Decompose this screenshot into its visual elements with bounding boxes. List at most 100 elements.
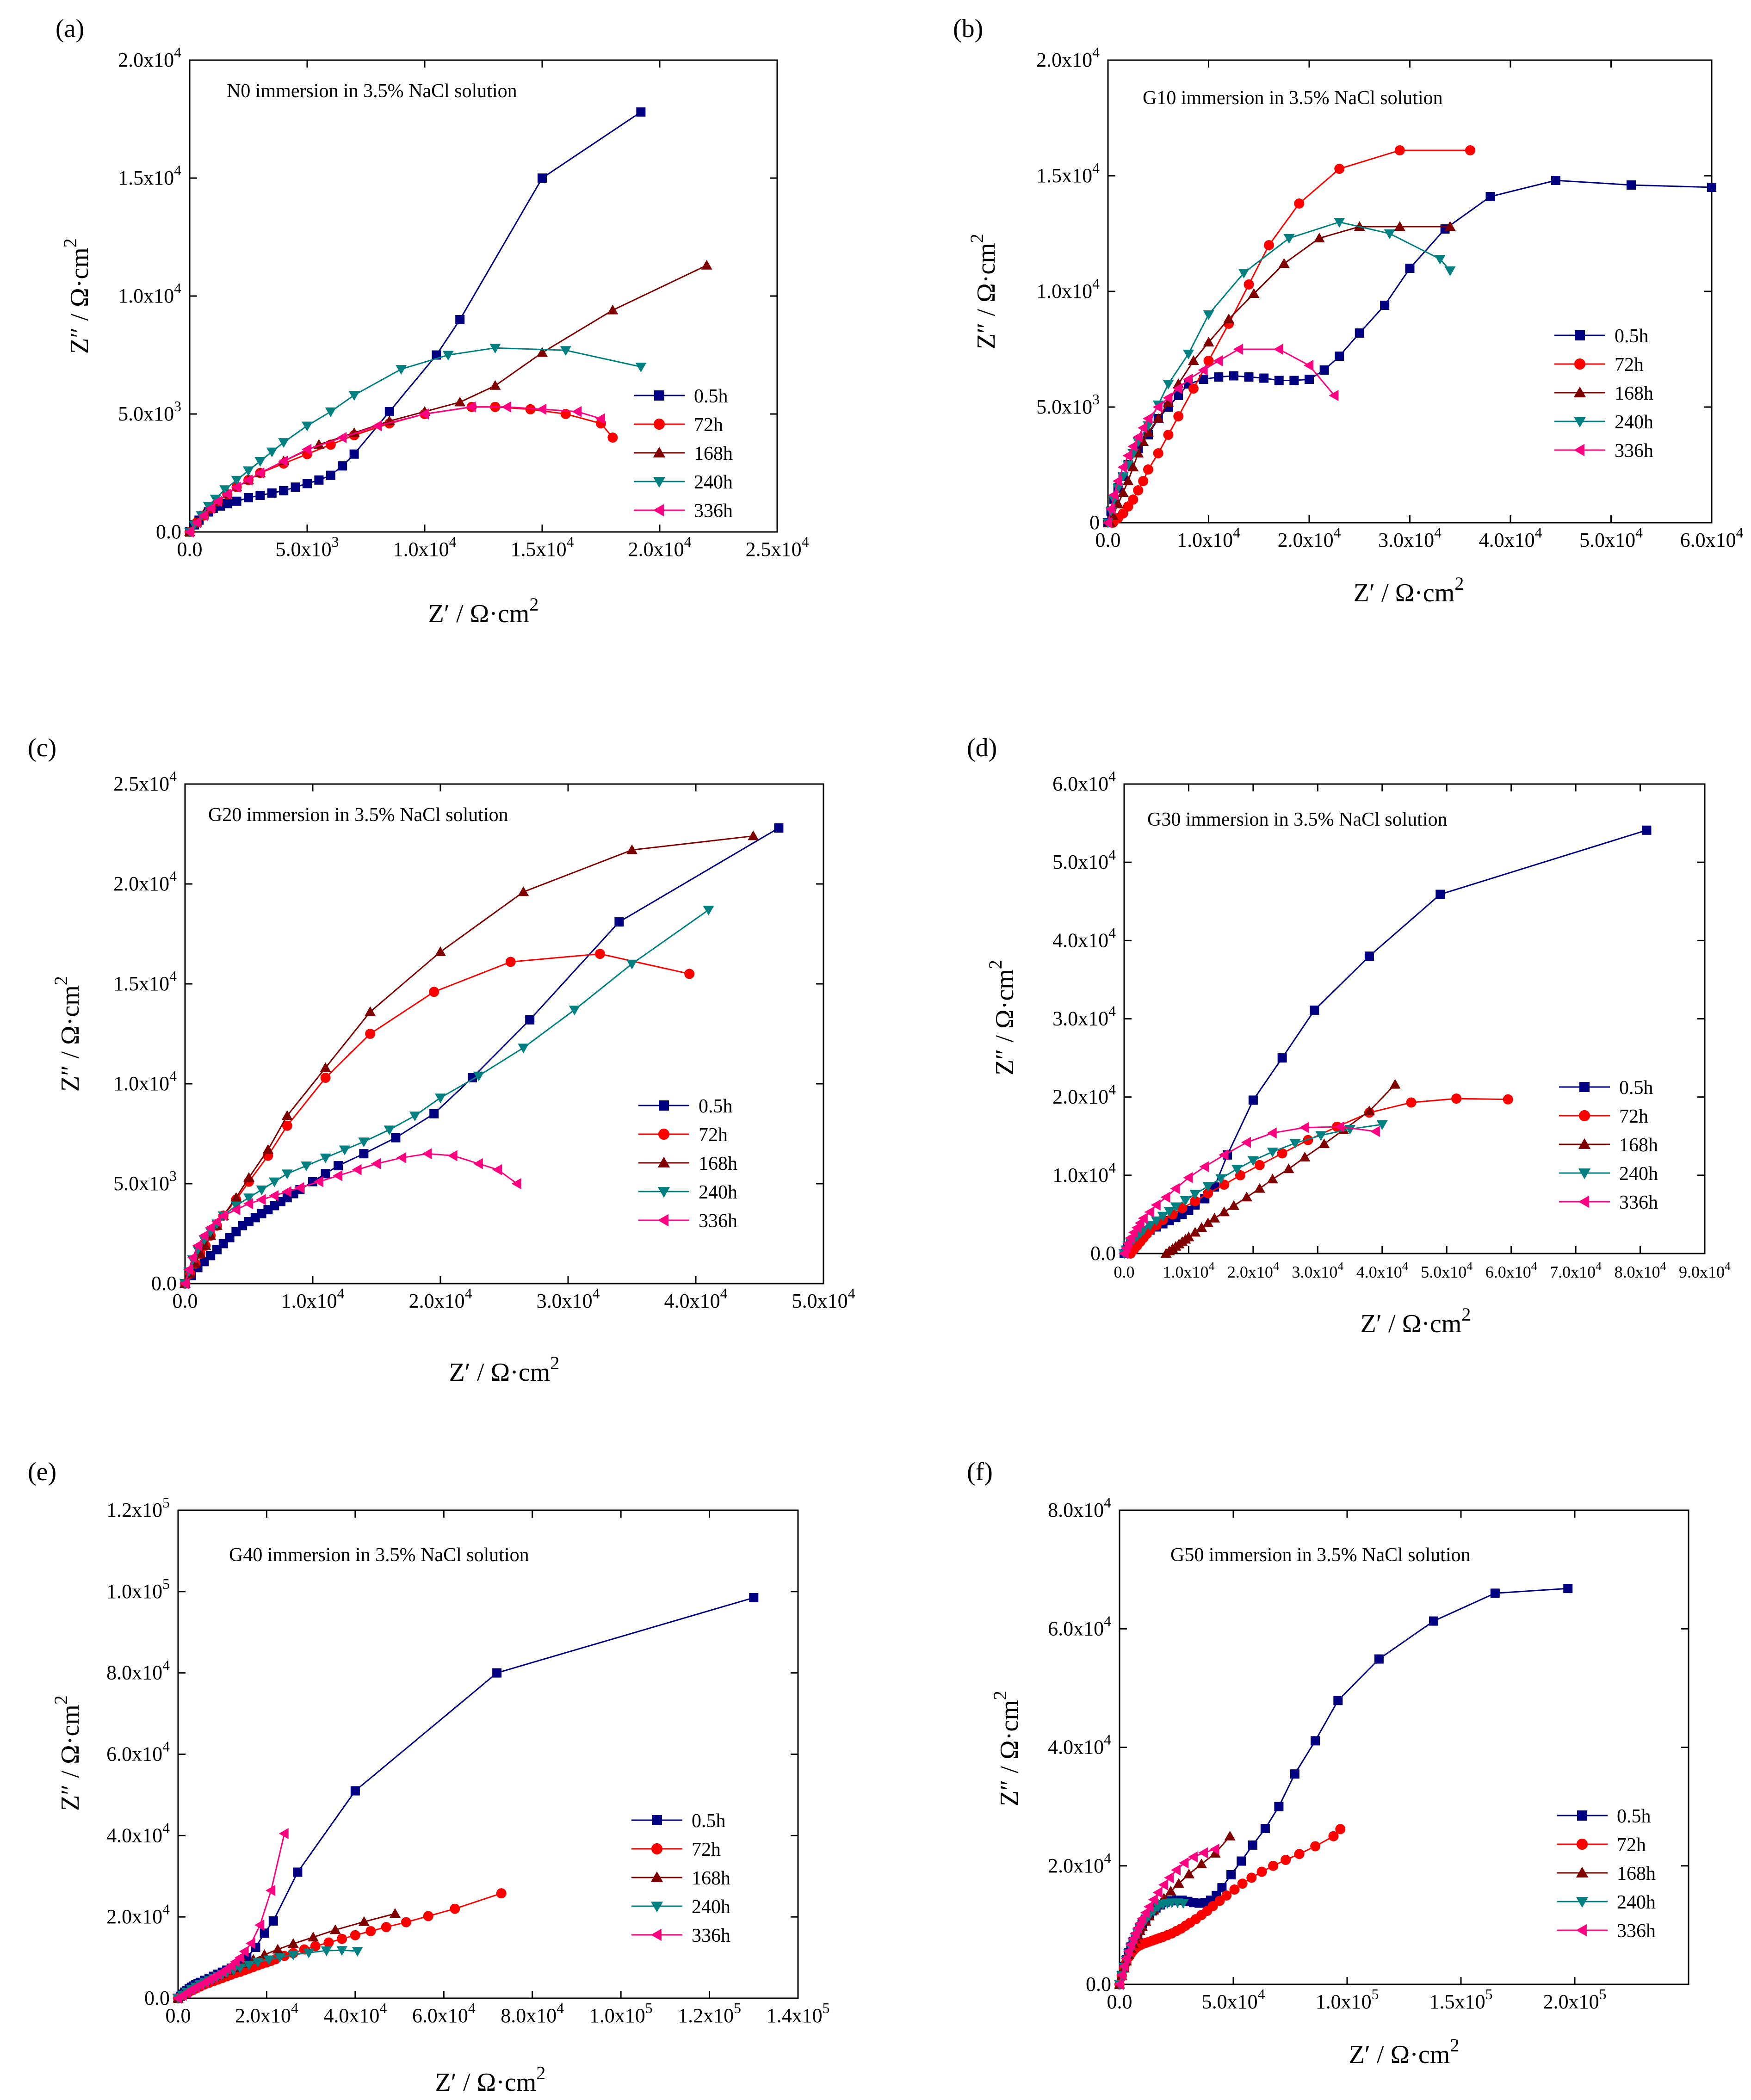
x-tick-label: 0.0 [1107,1990,1132,2013]
data-point [1196,1222,1207,1232]
y-tick-label: 4.0x104 [106,1820,170,1847]
data-point [326,470,335,480]
data-point [1290,1769,1299,1779]
data-point [1173,1878,1184,1888]
data-point [572,406,582,417]
series-line [1123,1124,1382,1254]
legend-label: 336h [1617,1921,1656,1942]
x-tick-label: 9.0x104 [1679,1260,1731,1281]
data-point [371,1158,381,1169]
legend-label: 0.5h [692,1810,726,1832]
y-tick-label: 4.0x104 [1052,925,1116,952]
chart-title: G30 immersion in 3.5% NaCl solution [1147,809,1448,830]
data-point [198,1230,209,1241]
data-point [294,1182,304,1193]
data-point [1563,1584,1573,1594]
data-point [314,475,324,485]
legend: 0.5h 72h 168h 240h 336h [634,386,733,522]
legend-marker [1578,1195,1589,1208]
series-0.5h [1120,825,1652,1258]
data-point [1108,489,1119,500]
data-point [1123,1946,1133,1957]
data-point [518,1044,529,1054]
data-point [1215,1174,1227,1184]
data-point [337,432,347,443]
x-tick-label: 1.0x104 [393,534,457,561]
data-point [1112,499,1124,508]
data-point [1444,221,1456,231]
series-line [1109,226,1450,523]
data-point [1203,310,1214,320]
x-axis-label: Z′ / Ω·cm2 [1354,573,1464,607]
data-point [1144,1206,1154,1218]
data-point [1207,1901,1218,1911]
y-tick-label: 2.0x104 [1052,1081,1116,1108]
x-tick-label: 0.0 [1095,529,1121,551]
data-point [626,959,637,970]
series-72h [1108,145,1475,528]
legend-marker [1574,358,1586,370]
data-point [195,1248,206,1258]
data-point [281,1110,293,1120]
data-point [267,488,277,498]
data-point [1209,1847,1221,1858]
data-point [1389,1079,1401,1089]
legend-marker [653,504,664,517]
legend-label: 72h [692,1839,721,1860]
data-point [1370,1126,1380,1137]
data-point [243,1960,255,1970]
data-point [279,486,289,495]
data-point [1405,264,1415,273]
data-point [1165,1885,1176,1896]
data-point [1277,1148,1287,1159]
series-72h [173,1888,507,2003]
data-point [205,1222,215,1234]
x-tick-label: 5.0x103 [276,534,339,561]
data-point [219,485,231,495]
data-point [1380,301,1390,310]
data-point [1333,1696,1343,1705]
data-point [1627,180,1636,190]
data-point [339,1145,350,1155]
chart-panel: (b) 0.0 1.0x104 2.0x104 3.0x104 4.0x104 5.0x10… [953,14,1744,607]
data-point [435,1093,446,1104]
data-point [1144,1221,1156,1231]
data-point [365,1029,376,1039]
y-tick-label: 0.0 [1086,1973,1111,1995]
data-point [511,1178,521,1189]
data-point [703,906,714,916]
y-tick-label: 4.0x104 [1048,1732,1111,1759]
legend-marker [651,1843,663,1855]
y-tick-label: 0.0 [1090,1242,1116,1265]
data-point [349,449,359,459]
x-tick-label: 5.0x104 [792,1285,855,1312]
legend-label: 240h [1619,1163,1658,1185]
data-point [1226,1870,1236,1879]
x-tick-label: 6.0x104 [412,2000,476,2027]
data-point [1485,192,1495,201]
data-point [321,1946,332,1957]
chart-title: G10 immersion in 3.5% NaCl solution [1143,87,1443,109]
x-tick-label: 5.0x104 [1421,1260,1473,1281]
legend-marker [652,1815,662,1825]
data-point [1334,164,1345,174]
data-point [1244,372,1254,382]
data-point [1256,1866,1267,1877]
data-point [1188,1851,1198,1863]
data-point [1310,1005,1319,1015]
data-point [537,347,548,357]
data-point [1248,288,1260,298]
data-point [422,1148,432,1160]
data-point [321,1169,330,1179]
y-tick-label: 6.0x104 [1048,1613,1111,1640]
y-tick-label: 0.0 [144,1987,170,2009]
panel-label: (a) [56,14,84,43]
data-point [282,1120,292,1131]
data-point [1173,411,1184,421]
series-0.5h [180,823,784,1288]
data-point [1434,255,1446,265]
series-336h [1102,344,1339,528]
data-point [1294,1849,1305,1859]
data-point [320,1062,331,1072]
